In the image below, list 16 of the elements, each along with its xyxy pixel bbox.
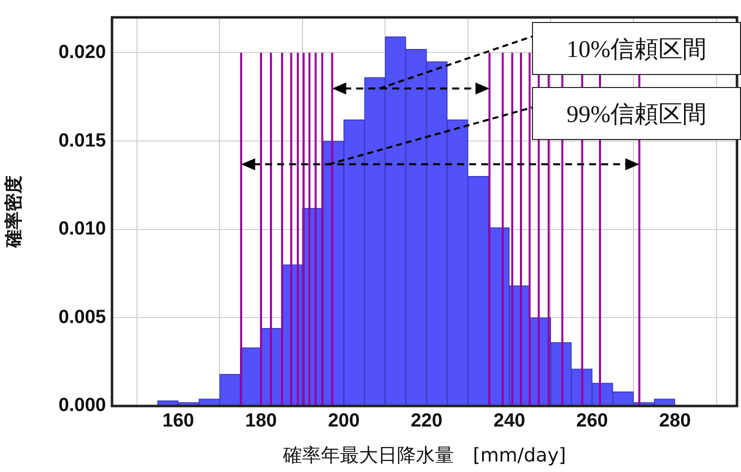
x-axis-title: 確率年最大日降水量 [mm/day] [282, 444, 566, 467]
x-tick-label: 260 [576, 410, 608, 432]
y-tick-label: 0.010 [58, 218, 106, 240]
callout-box: 10%信頼区間 [532, 22, 741, 75]
y-tick-label: 0.000 [58, 395, 106, 416]
x-tick-label: 160 [162, 410, 194, 432]
x-tick-label: 200 [328, 410, 360, 432]
y-tick-label: 0.015 [58, 130, 106, 152]
x-tick-label: 220 [410, 410, 442, 432]
callout-box: 99%信頼区間 [532, 87, 741, 140]
y-tick-label: 0.005 [58, 306, 106, 328]
x-tick-label: 240 [494, 410, 526, 432]
x-tick-label: 180 [245, 410, 277, 432]
y-axis-title: 確率密度 [3, 176, 24, 249]
y-tick-label: 0.020 [58, 42, 106, 63]
x-tick-label: 280 [659, 410, 691, 432]
